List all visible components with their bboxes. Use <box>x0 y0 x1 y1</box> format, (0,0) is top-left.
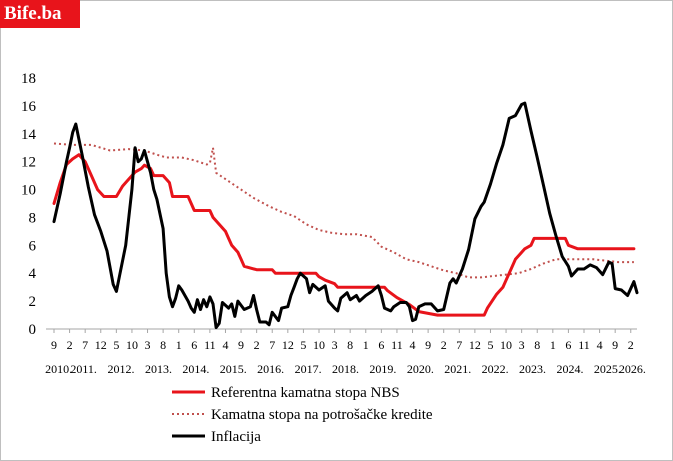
series-line-2 <box>53 142 634 279</box>
x-year-label: 2015. <box>220 362 247 376</box>
x-month-label: 5 <box>300 338 306 352</box>
x-year-label: 2016. <box>257 362 284 376</box>
x-month-label: 1 <box>550 338 556 352</box>
x-tick-labels: 9 2 7 12 5 10 3 8 1 6 11 4 9 2 7 12 5 10 3 8 1 6 11 4 9 2 7 12 5 10 3 8… <box>45 329 646 376</box>
x-month-label: 12 <box>282 338 294 352</box>
x-month-label: 2 <box>628 338 634 352</box>
series-lines <box>52 101 639 330</box>
x-month-label: 7 <box>269 338 275 352</box>
y-tick-labels: 0 2 4 6 8 10 12 14 16 18 <box>21 71 37 338</box>
x-year-label: 2011. <box>70 362 97 376</box>
legend-label-2: Kamatna stopa na potrošačke kredite <box>211 407 433 423</box>
x-month-label: 7 <box>456 338 462 352</box>
x-month-label: 3 <box>145 338 151 352</box>
y-tick-label: 2 <box>29 294 37 310</box>
x-month-label: 12 <box>469 338 481 352</box>
x-month-label: 8 <box>160 338 166 352</box>
chart-legend: Referentna kamatna stopa NBS Kamatna stop… <box>172 385 433 445</box>
x-month-label: 11 <box>391 338 403 352</box>
x-month-label: 2 <box>67 338 73 352</box>
x-month-label: 9 <box>425 338 431 352</box>
legend-label-3: Inflacija <box>211 429 261 445</box>
x-month-label: 10 <box>313 338 325 352</box>
x-month-label: 5 <box>487 338 493 352</box>
x-month-label: 10 <box>126 338 138 352</box>
x-month-label: 4 <box>222 338 228 352</box>
x-month-label: 8 <box>534 338 540 352</box>
x-month-label: 9 <box>612 338 618 352</box>
legend-label-1: Referentna kamatna stopa NBS <box>211 385 400 401</box>
x-year-label: 2010. <box>45 362 72 376</box>
x-month-label: 2 <box>254 338 260 352</box>
x-year-label: 2024. <box>556 362 583 376</box>
x-year-label: 2020. <box>407 362 434 376</box>
x-year-label: 2014. <box>182 362 209 376</box>
x-month-label: 3 <box>332 338 338 352</box>
x-month-label: 1 <box>176 338 182 352</box>
y-tick-label: 16 <box>21 99 37 115</box>
y-tick-label: 14 <box>21 127 37 143</box>
x-month-label: 6 <box>378 338 384 352</box>
x-year-label: 2023. <box>519 362 546 376</box>
x-year-label: 2025. <box>594 362 621 376</box>
x-month-label: 11 <box>578 338 590 352</box>
x-year-label: 2012. <box>108 362 135 376</box>
x-month-label: 12 <box>95 338 107 352</box>
x-month-label: 3 <box>519 338 525 352</box>
x-month-label: 10 <box>500 338 512 352</box>
y-tick-label: 18 <box>21 71 36 87</box>
x-month-label: 6 <box>565 338 571 352</box>
x-month-label: 4 <box>410 338 416 352</box>
x-year-label: 2026. <box>619 362 646 376</box>
x-year-label: 2013. <box>145 362 172 376</box>
x-month-label: 4 <box>597 338 603 352</box>
x-month-label: 8 <box>347 338 353 352</box>
series-line-1 <box>52 153 636 317</box>
y-tick-label: 8 <box>29 210 37 226</box>
x-month-label: 6 <box>191 338 197 352</box>
y-tick-label: 6 <box>29 238 37 254</box>
x-month-label: 7 <box>82 338 88 352</box>
x-year-label: 2018. <box>332 362 359 376</box>
x-year-label: 2021. <box>444 362 471 376</box>
x-month-label: 9 <box>51 338 57 352</box>
y-tick-label: 10 <box>21 183 36 199</box>
x-month-label: 2 <box>441 338 447 352</box>
y-tick-label: 0 <box>29 322 37 338</box>
x-year-label: 2017. <box>295 362 322 376</box>
y-tick-label: 12 <box>21 155 36 171</box>
site-logo[interactable]: Bife.ba <box>0 0 80 28</box>
x-year-label: 2022. <box>482 362 509 376</box>
y-tick-label: 4 <box>29 266 37 282</box>
x-month-label: 11 <box>204 338 216 352</box>
series-line-3 <box>52 101 639 330</box>
x-year-label: 2019. <box>369 362 396 376</box>
x-month-label: 5 <box>113 338 119 352</box>
x-month-label: 1 <box>363 338 369 352</box>
x-month-label: 9 <box>238 338 244 352</box>
